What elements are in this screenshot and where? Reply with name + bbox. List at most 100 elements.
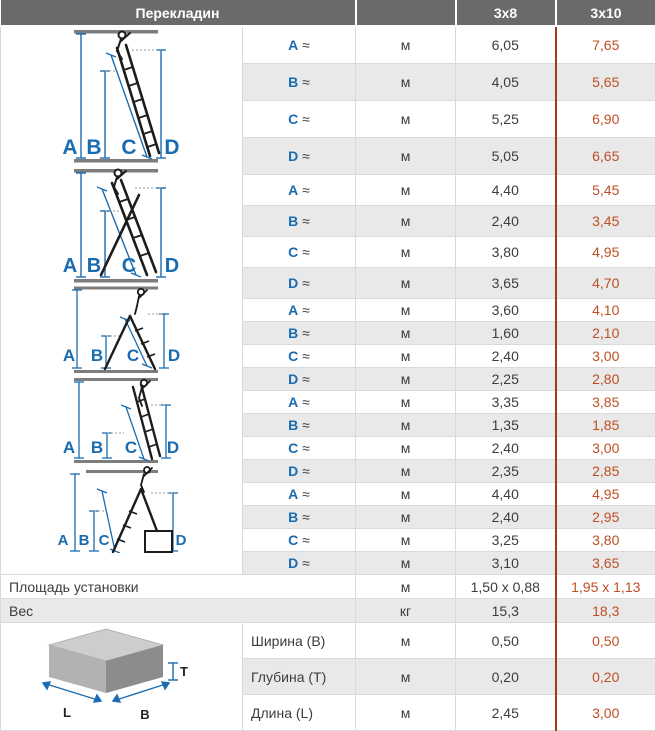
unit-cell: м bbox=[356, 552, 456, 575]
unit-cell: м bbox=[356, 268, 456, 299]
dim-label-a: A bbox=[63, 255, 77, 277]
unit-cell: м bbox=[356, 101, 456, 138]
param-cell: D ≈ bbox=[243, 460, 356, 483]
value-3x8-cell: 3,65 bbox=[456, 268, 556, 299]
value-3x10-cell: 5,65 bbox=[556, 64, 655, 101]
floor-bar bbox=[74, 279, 158, 283]
unit-cell: м bbox=[356, 529, 456, 552]
unit-cell: м bbox=[356, 206, 456, 237]
param-letter: B bbox=[288, 509, 298, 525]
value-3x8-cell: 2,40 bbox=[456, 345, 556, 368]
value-3x8-cell: 15,3 bbox=[456, 599, 556, 623]
param-letter: D bbox=[288, 371, 298, 387]
value-3x10-cell: 4,95 bbox=[556, 237, 655, 268]
dim-label-a: A bbox=[62, 136, 77, 159]
package-box-diagram: T L B bbox=[1, 623, 241, 728]
approx-symbol: ≈ bbox=[302, 440, 310, 456]
value-3x10-cell: 0,50 bbox=[556, 623, 655, 659]
value-3x8-cell: 0,20 bbox=[456, 659, 556, 695]
param-letter: A bbox=[288, 302, 298, 318]
value-3x8-cell: 4,05 bbox=[456, 64, 556, 101]
dim-label-a: A bbox=[63, 346, 75, 365]
param-cell: D ≈ bbox=[243, 552, 356, 575]
value-3x10-cell: 1,95 x 1,13 bbox=[556, 575, 655, 599]
value-3x10-cell: 2,80 bbox=[556, 368, 655, 391]
value-3x8-cell: 2,45 bbox=[456, 695, 556, 731]
person-icon bbox=[135, 289, 147, 314]
value-3x10-cell: 3,00 bbox=[556, 437, 655, 460]
header-rungs: Перекладин bbox=[1, 0, 356, 26]
param-cell: A ≈ bbox=[243, 26, 356, 64]
dim-label-c: C bbox=[125, 438, 137, 457]
header-row: Перекладин 3x8 3x10 bbox=[1, 0, 655, 26]
approx-symbol: ≈ bbox=[302, 394, 310, 410]
approx-symbol: ≈ bbox=[302, 182, 310, 198]
value-3x10-cell: 5,45 bbox=[556, 175, 655, 206]
approx-symbol: ≈ bbox=[302, 348, 310, 364]
dim-label-d: D bbox=[176, 532, 187, 549]
param-cell: C ≈ bbox=[243, 529, 356, 552]
value-3x10-cell: 3,00 bbox=[556, 345, 655, 368]
ceiling-bar bbox=[74, 287, 158, 290]
value-3x10-cell: 3,00 bbox=[556, 695, 655, 731]
value-3x10-cell: 18,3 bbox=[556, 599, 655, 623]
unit-cell: м bbox=[356, 695, 456, 731]
unit-cell: м bbox=[356, 26, 456, 64]
dimension-lines bbox=[72, 290, 169, 368]
param-cell: D ≈ bbox=[243, 268, 356, 299]
package-box-cell: T L B bbox=[1, 623, 243, 731]
dim-letters: A B C D bbox=[62, 136, 179, 159]
table-row-width: T L B Ширина (B) м 0,50 0,50 bbox=[1, 623, 655, 659]
unit-cell: м bbox=[356, 659, 456, 695]
approx-symbol: ≈ bbox=[302, 486, 310, 502]
value-3x10-cell: 0,20 bbox=[556, 659, 655, 695]
unit-cell: м bbox=[356, 64, 456, 101]
dim-label-a: A bbox=[63, 438, 75, 457]
param-cell: B ≈ bbox=[243, 206, 356, 237]
param-letter: D bbox=[288, 275, 298, 291]
ladder-diagram-stepladder: A B C D bbox=[1, 285, 241, 375]
param-letter: B bbox=[288, 213, 298, 229]
value-3x10-cell: 3,80 bbox=[556, 529, 655, 552]
param-letter: A bbox=[288, 37, 298, 53]
unit-cell: м bbox=[356, 414, 456, 437]
dim-label-c: C bbox=[99, 532, 110, 549]
param-letter: C bbox=[288, 244, 298, 260]
ladder-diagrams-cell: A B C D bbox=[1, 26, 243, 575]
approx-symbol: ≈ bbox=[302, 325, 310, 341]
param-cell: D ≈ bbox=[243, 138, 356, 175]
param-cell: B ≈ bbox=[243, 506, 356, 529]
approx-symbol: ≈ bbox=[302, 555, 310, 571]
dim-label-b: B bbox=[79, 532, 90, 549]
ceiling-bar bbox=[74, 30, 158, 34]
unit-cell: кг bbox=[356, 599, 456, 623]
package-label-t: T bbox=[180, 664, 188, 679]
approx-symbol: ≈ bbox=[302, 463, 310, 479]
param-cell: A ≈ bbox=[243, 299, 356, 322]
dim-letters: A B C D bbox=[63, 438, 179, 457]
value-3x8-cell: 2,40 bbox=[456, 506, 556, 529]
approx-symbol: ≈ bbox=[302, 111, 310, 127]
floor-bar bbox=[74, 159, 158, 163]
unit-cell: м bbox=[356, 483, 456, 506]
value-3x8-cell: 3,60 bbox=[456, 299, 556, 322]
approx-symbol: ≈ bbox=[302, 244, 310, 260]
row-label: Вес bbox=[1, 599, 356, 623]
package-label-b: B bbox=[140, 707, 149, 722]
table-row: A B C D bbox=[1, 26, 655, 64]
value-3x10-cell: 2,95 bbox=[556, 506, 655, 529]
param-cell: B ≈ bbox=[243, 414, 356, 437]
unit-cell: м bbox=[356, 368, 456, 391]
unit-cell: м bbox=[356, 299, 456, 322]
header-3x10: 3x10 bbox=[556, 0, 655, 26]
row-label: Ширина (B) bbox=[243, 623, 356, 659]
dim-label-d: D bbox=[168, 346, 180, 365]
unit-cell: м bbox=[356, 391, 456, 414]
value-3x10-cell: 4,95 bbox=[556, 483, 655, 506]
approx-symbol: ≈ bbox=[302, 148, 310, 164]
unit-cell: м bbox=[356, 345, 456, 368]
dim-label-c: C bbox=[122, 255, 136, 277]
approx-symbol: ≈ bbox=[302, 302, 310, 318]
ladder-diagram-aframe-extension: A B C D bbox=[1, 167, 241, 285]
